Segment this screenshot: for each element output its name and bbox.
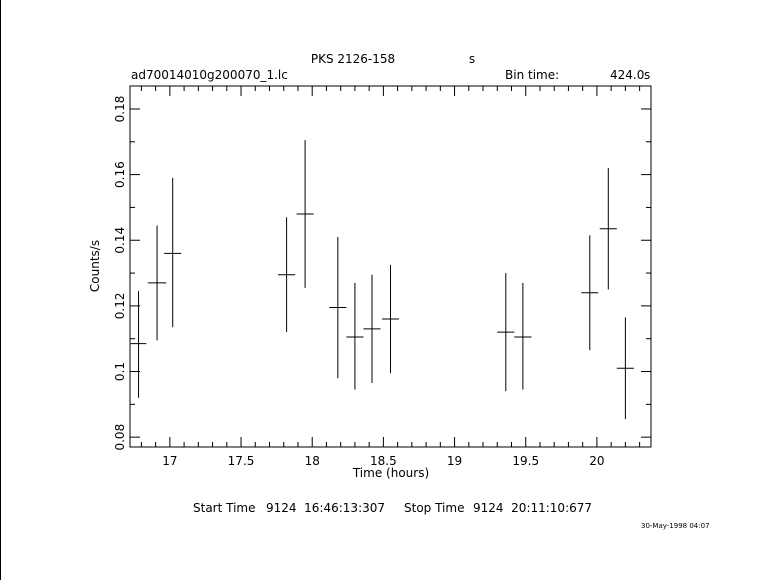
x-axis-tick-labels: 17 17.5 18 18.5 19 19.5 20 (162, 454, 604, 468)
data-point (581, 235, 599, 351)
data-point (616, 317, 634, 420)
stop-time-value: 9124 20:11:10:677 (473, 501, 592, 515)
title-unit: s (469, 52, 475, 66)
x-tick-label: 18 (305, 454, 320, 468)
data-point (329, 236, 347, 379)
x-tick-label: 18.5 (370, 454, 397, 468)
x-tick-label: 17.5 (228, 454, 255, 468)
y-axis-ticks (130, 108, 651, 438)
data-point (514, 282, 532, 390)
data-points (130, 140, 634, 420)
x-tick-label: 19.5 (512, 454, 539, 468)
data-point (296, 140, 314, 288)
filename-label: ad70014010g200070_1.lc (131, 68, 288, 82)
x-tick-label: 17 (162, 454, 177, 468)
data-point (346, 282, 364, 390)
bin-time-unit: s (644, 68, 650, 82)
y-tick-label: 0.12 (113, 293, 127, 320)
data-point (497, 273, 515, 392)
data-point (164, 177, 182, 328)
x-axis-ticks (140, 86, 641, 447)
data-point (147, 225, 167, 341)
data-point (599, 168, 617, 290)
y-tick-label: 0.16 (113, 161, 127, 188)
bin-time-value: 424.0 (610, 68, 644, 82)
data-point (363, 274, 381, 384)
x-tick-label: 19 (447, 454, 462, 468)
data-point (381, 264, 400, 374)
chart-title: PKS 2126-158 (311, 52, 395, 66)
stop-time-label: Stop Time (404, 501, 464, 515)
y-tick-label: 0.1 (113, 362, 127, 381)
y-tick-label: 0.18 (113, 96, 127, 123)
y-tick-label: 0.14 (113, 227, 127, 254)
x-tick-label: 20 (589, 454, 604, 468)
x-axis-label: Time (hours) (352, 466, 429, 480)
data-point (130, 291, 147, 398)
plot-timestamp: 30-May-1998 04:07 (641, 522, 710, 530)
y-axis-tick-labels: 0.08 0.1 0.12 0.14 0.16 0.18 (113, 96, 127, 451)
start-time-label: Start Time (193, 501, 256, 515)
start-time-value: 9124 16:46:13:307 (266, 501, 385, 515)
data-point (278, 217, 296, 333)
y-tick-label: 0.08 (113, 424, 127, 451)
left-border (0, 0, 1, 580)
y-axis-label: Counts/s (88, 240, 102, 292)
plot-frame (129, 85, 652, 448)
bin-time-label: Bin time: (505, 68, 559, 82)
